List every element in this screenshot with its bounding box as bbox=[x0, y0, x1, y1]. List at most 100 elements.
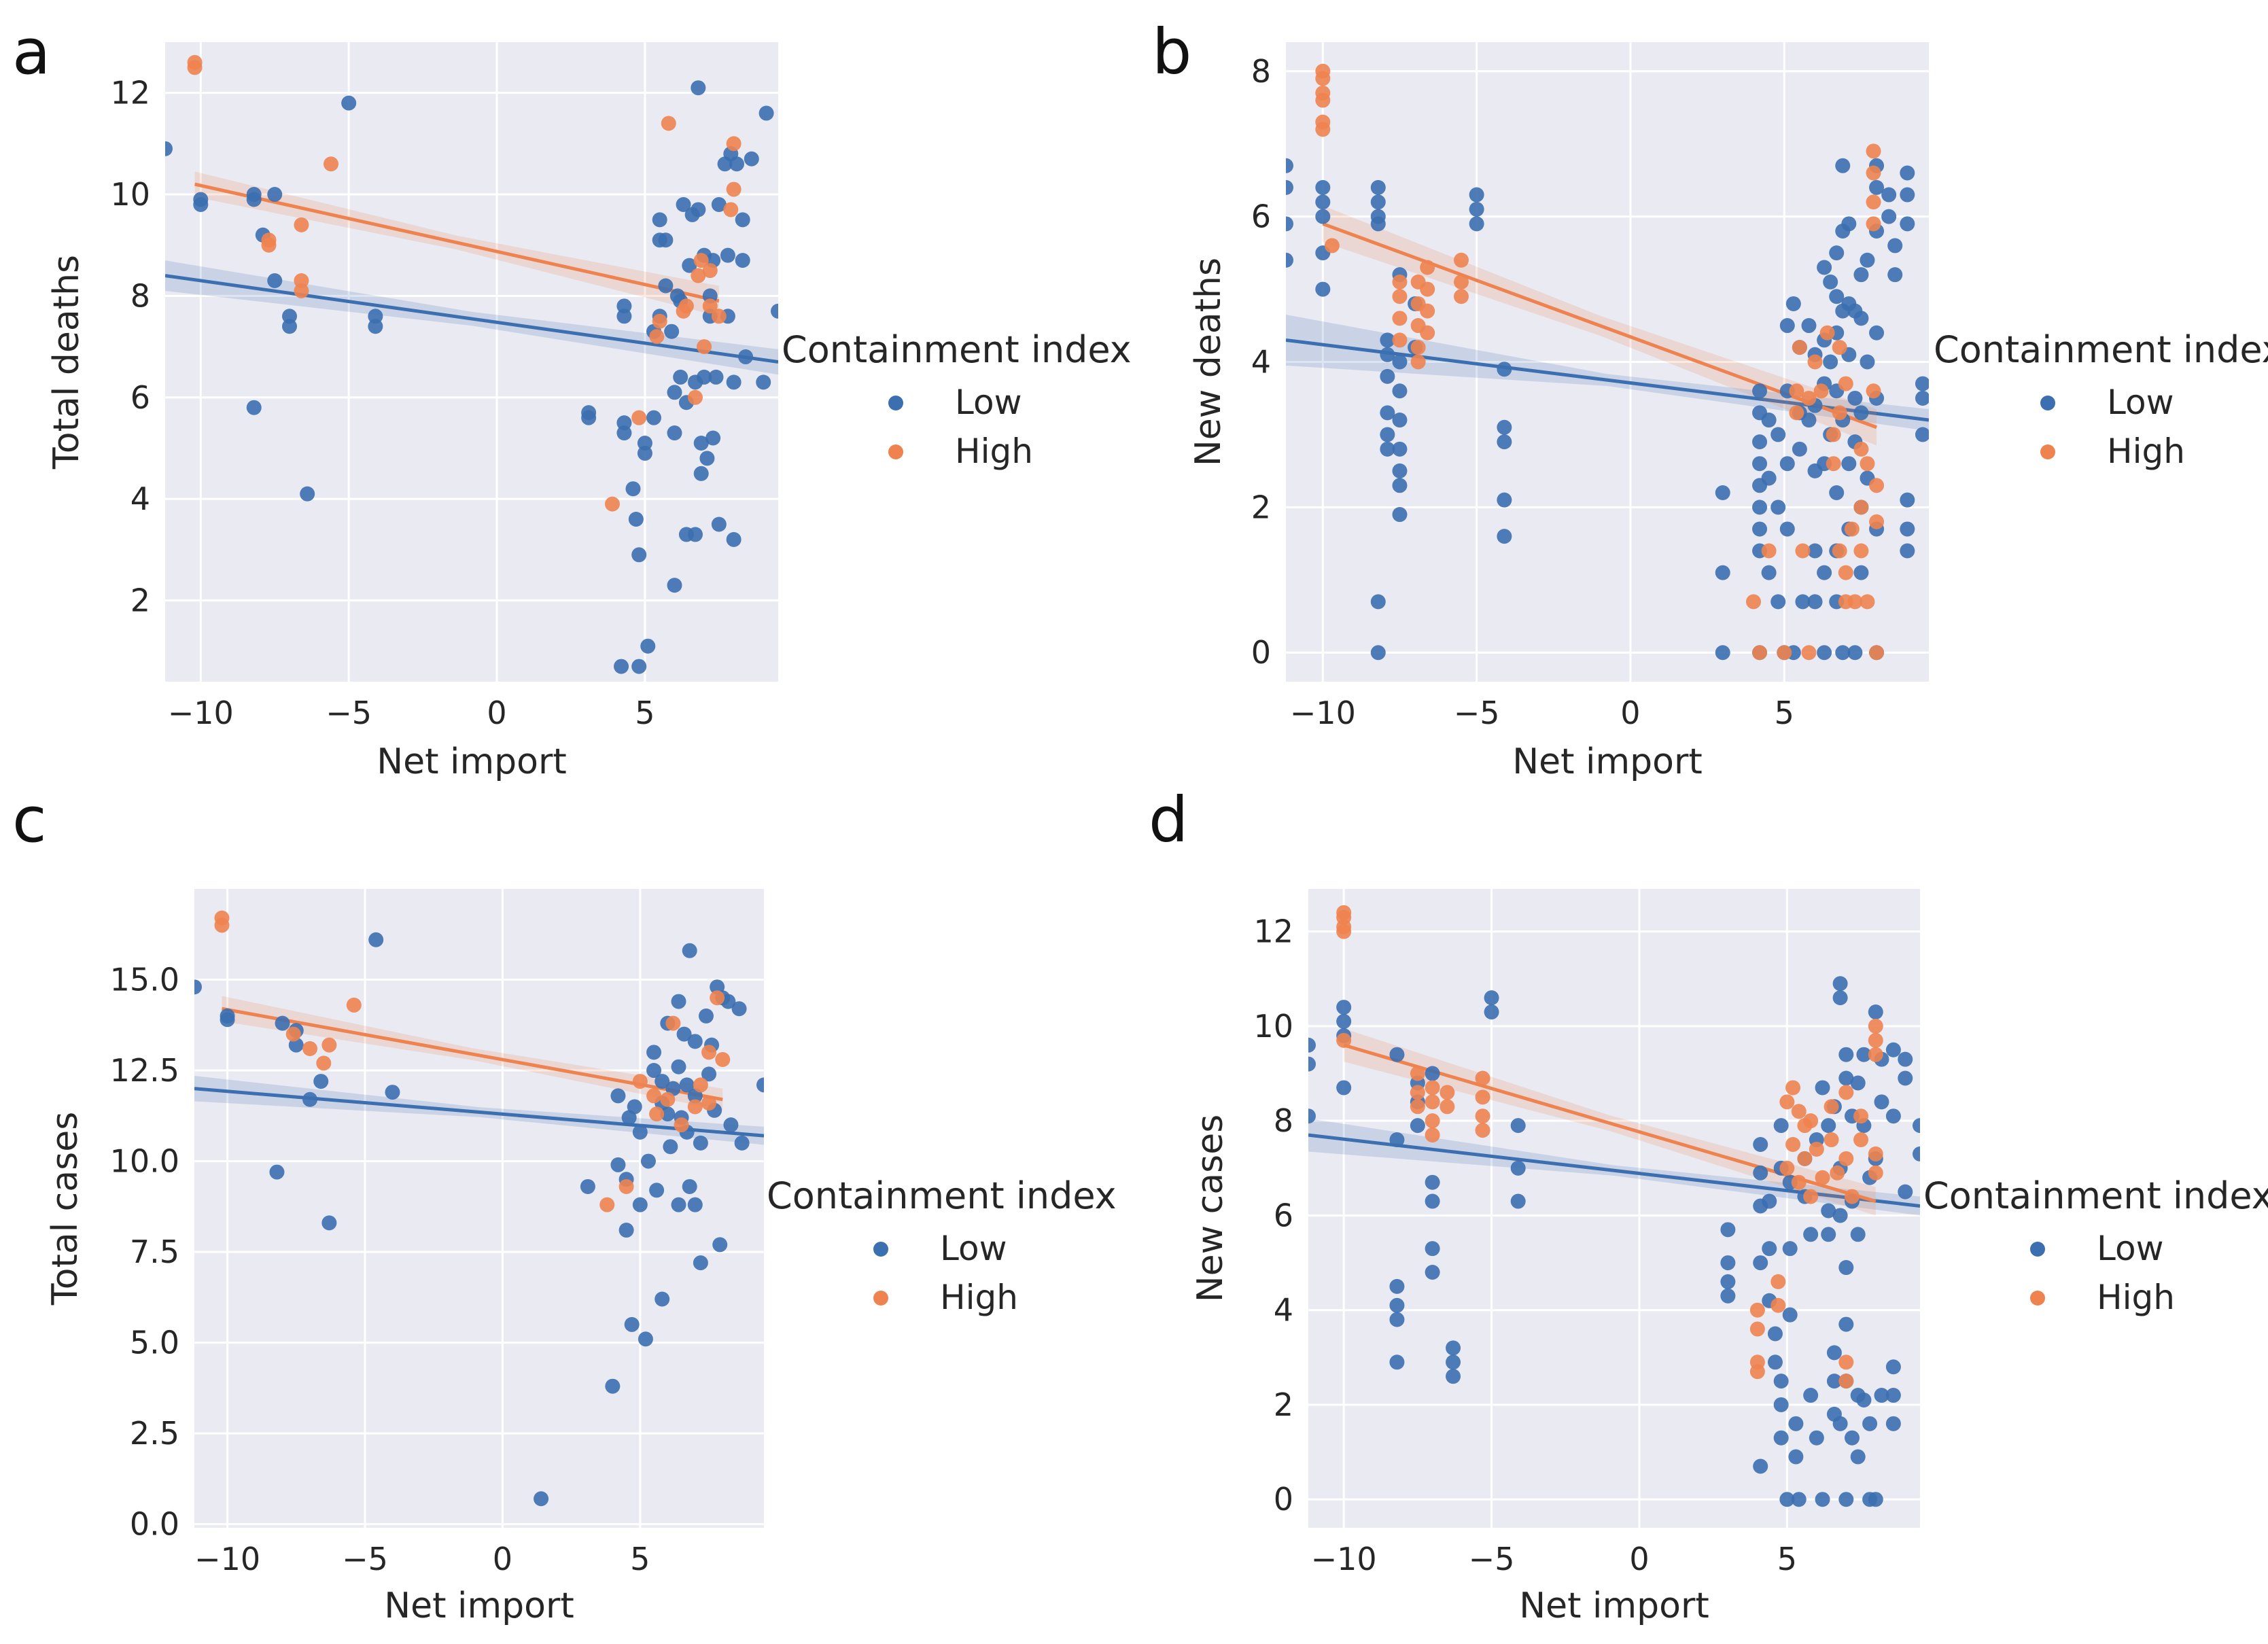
y-tick-label: 6 bbox=[130, 379, 150, 416]
data-point-high bbox=[1791, 1104, 1807, 1119]
x-tick-label: 5 bbox=[1777, 1541, 1797, 1577]
data-point-low bbox=[267, 187, 283, 203]
data-point-high bbox=[726, 181, 742, 197]
data-point-low bbox=[1484, 990, 1499, 1006]
data-point-low bbox=[1380, 347, 1395, 362]
data-point-low bbox=[664, 323, 680, 339]
y-tick-label: 10 bbox=[1253, 1008, 1293, 1045]
y-axis-label: New deaths bbox=[1188, 258, 1229, 466]
data-point-high bbox=[1832, 405, 1847, 421]
y-tick-label: 8 bbox=[130, 277, 150, 314]
data-point-low bbox=[1392, 441, 1408, 457]
data-point-low bbox=[655, 1074, 670, 1089]
data-point-high bbox=[1789, 405, 1804, 421]
data-point-low bbox=[341, 95, 357, 111]
data-point-low bbox=[627, 1099, 642, 1115]
data-point-low bbox=[275, 1015, 290, 1031]
data-point-low bbox=[1392, 354, 1408, 370]
data-point-low bbox=[652, 212, 667, 228]
data-point-low bbox=[1850, 1227, 1866, 1242]
data-point-low bbox=[640, 1153, 656, 1169]
data-point-low bbox=[625, 481, 641, 497]
data-point-low bbox=[1898, 1184, 1913, 1200]
data-point-low bbox=[1782, 1307, 1798, 1323]
data-point-low bbox=[671, 1197, 686, 1212]
data-point-low bbox=[1898, 1070, 1913, 1086]
legend-marker-high bbox=[2030, 1291, 2045, 1306]
plot-marks bbox=[1308, 905, 1920, 1507]
legend-label-high: High bbox=[2097, 1278, 2175, 1317]
data-point-low bbox=[246, 400, 262, 415]
data-point-high bbox=[1777, 645, 1792, 661]
data-point-high bbox=[1475, 1108, 1490, 1124]
data-point-low bbox=[1315, 281, 1331, 297]
x-tick-label: −5 bbox=[326, 695, 372, 731]
data-point-low bbox=[1425, 1265, 1440, 1280]
data-point-high bbox=[1475, 1089, 1490, 1105]
data-point-low bbox=[385, 1085, 400, 1100]
panel-letter-a: a bbox=[12, 16, 50, 88]
plot-area bbox=[194, 889, 764, 1528]
y-tick-label: 12 bbox=[1253, 913, 1293, 950]
regression-line-low bbox=[194, 1087, 764, 1138]
data-point-low bbox=[693, 435, 709, 451]
data-point-low bbox=[1767, 1326, 1783, 1342]
data-point-high bbox=[285, 1026, 301, 1042]
data-point-low bbox=[1868, 1492, 1883, 1507]
y-tick-label: 4 bbox=[130, 480, 150, 517]
data-point-low bbox=[1446, 1354, 1461, 1370]
data-point-low bbox=[1779, 1492, 1795, 1507]
data-point-low bbox=[1801, 413, 1817, 428]
data-point-low bbox=[1773, 1374, 1789, 1389]
data-point-low bbox=[1838, 1492, 1854, 1507]
data-point-low bbox=[646, 1063, 662, 1079]
data-point-low bbox=[720, 247, 735, 263]
data-point-low bbox=[1752, 434, 1768, 450]
x-tick-label: −10 bbox=[194, 1541, 260, 1577]
legend-label-low: Low bbox=[940, 1229, 1007, 1268]
x-tick-label: 0 bbox=[1629, 1541, 1649, 1577]
data-point-low bbox=[1720, 1222, 1736, 1238]
data-point-high bbox=[1410, 340, 1426, 355]
data-point-high bbox=[710, 990, 725, 1006]
data-point-low bbox=[220, 1012, 235, 1028]
y-tick-label: 10.0 bbox=[110, 1143, 179, 1180]
data-point-low bbox=[267, 273, 283, 289]
data-point-low bbox=[1392, 507, 1408, 523]
x-tick-label: 5 bbox=[1775, 695, 1794, 731]
data-point-low bbox=[660, 1106, 676, 1122]
data-point-high bbox=[1844, 521, 1860, 537]
data-point-low bbox=[712, 1237, 728, 1253]
data-point-low bbox=[616, 425, 632, 441]
data-point-high bbox=[687, 389, 703, 405]
x-tick-label: −5 bbox=[342, 1541, 388, 1577]
data-point-low bbox=[734, 1135, 750, 1151]
data-point-low bbox=[1779, 456, 1795, 472]
data-point-low bbox=[1832, 1416, 1848, 1431]
data-point-low bbox=[1847, 645, 1863, 661]
data-point-high bbox=[1779, 1094, 1795, 1110]
data-point-high bbox=[1838, 565, 1853, 580]
data-point-low bbox=[1286, 158, 1293, 173]
data-point-high bbox=[726, 136, 742, 152]
data-point-low bbox=[1874, 1388, 1889, 1403]
x-tick-label: −10 bbox=[168, 695, 234, 731]
data-point-high bbox=[346, 997, 362, 1013]
data-point-low bbox=[1715, 645, 1730, 661]
legend-marker-low bbox=[2030, 1242, 2045, 1257]
data-point-low bbox=[1847, 390, 1863, 406]
data-point-low bbox=[631, 659, 647, 674]
legend-title: Containment index bbox=[1923, 1174, 2268, 1217]
data-point-low bbox=[605, 1378, 621, 1394]
data-point-low bbox=[610, 1157, 626, 1172]
data-point-low bbox=[1389, 1132, 1405, 1148]
data-point-high bbox=[1853, 441, 1869, 457]
data-point-low bbox=[1370, 645, 1386, 661]
data-point-low bbox=[1767, 1354, 1783, 1370]
data-point-high bbox=[1425, 1094, 1440, 1110]
data-point-low bbox=[1829, 245, 1845, 261]
data-point-low bbox=[1803, 1388, 1819, 1403]
data-point-low bbox=[1389, 1047, 1405, 1062]
legend-label-low: Low bbox=[955, 383, 1022, 422]
data-point-low bbox=[1809, 1430, 1824, 1446]
